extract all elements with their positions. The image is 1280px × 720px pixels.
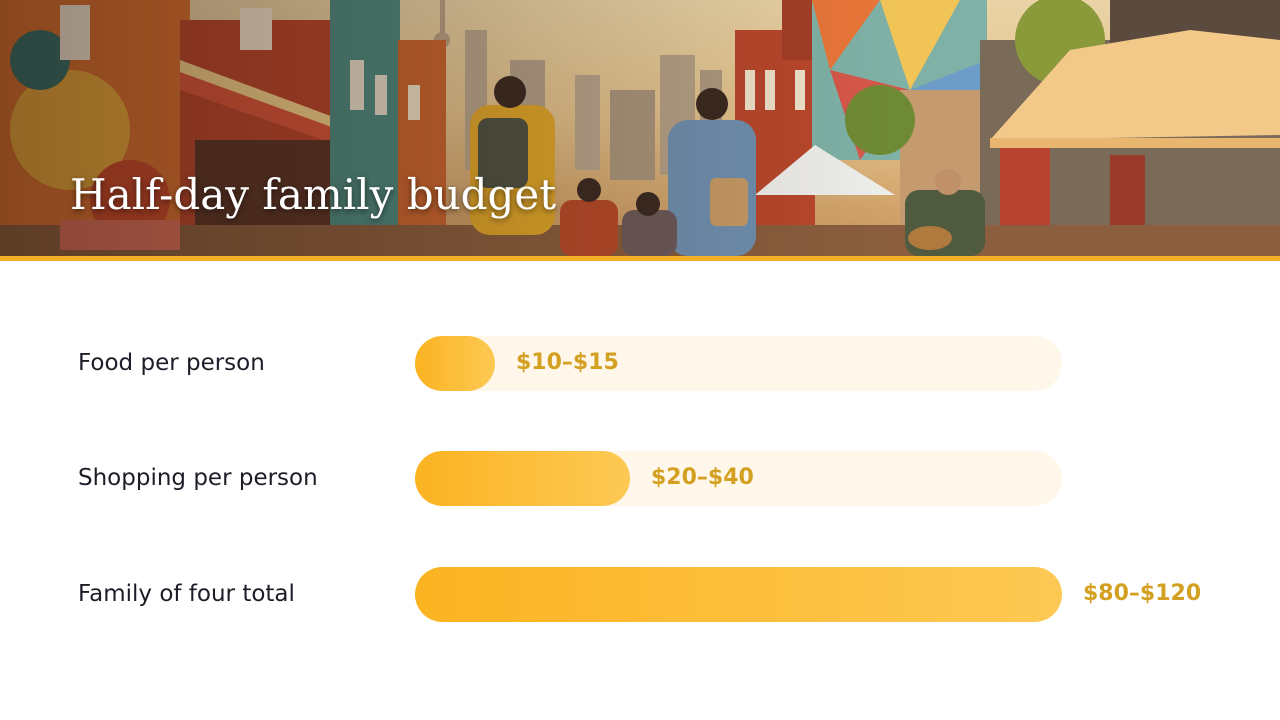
accent-divider (0, 256, 1280, 261)
hero-banner: Half-day family budget (0, 0, 1280, 256)
bar-fill (415, 451, 630, 506)
bar-fill (415, 336, 495, 391)
value-label: $80–$120 (1083, 581, 1202, 606)
value-label: $10–$15 (516, 350, 619, 375)
category-label: Shopping per person (78, 465, 318, 491)
category-label: Family of four total (78, 581, 295, 607)
bar-track (415, 336, 1062, 391)
page-title: Half-day family budget (70, 170, 557, 219)
street-market-illustration (0, 0, 1280, 256)
bar-fill (415, 567, 1062, 622)
value-label: $20–$40 (651, 465, 754, 490)
category-label: Food per person (78, 350, 265, 376)
hero-shade (0, 0, 1280, 256)
